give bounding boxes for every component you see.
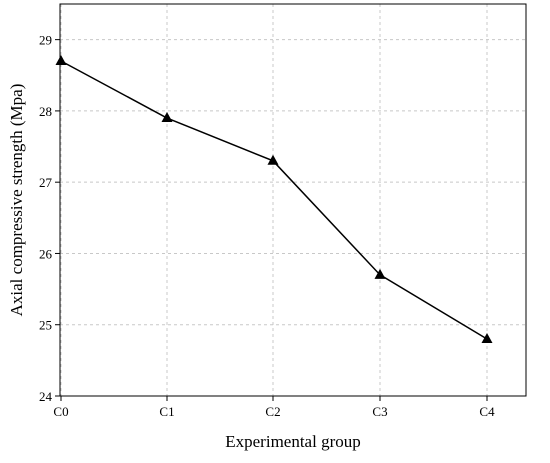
y-tick-label: 27 [39, 175, 53, 190]
data-point-marker [374, 268, 386, 279]
grid-lines [60, 4, 526, 397]
y-tick-label: 26 [39, 246, 53, 261]
data-point-marker [267, 154, 279, 165]
x-tick-label: C3 [372, 404, 387, 419]
series-line [60, 60, 488, 340]
x-tick-label: C1 [159, 404, 174, 419]
x-axis-ticks: C0 C1 C2 C3 C4 [53, 396, 495, 419]
plot-frame [59, 3, 527, 397]
y-tick-label: 29 [39, 33, 52, 48]
y-axis-ticks: 24 25 26 27 28 29 [39, 33, 60, 404]
y-tick-label: 28 [39, 104, 52, 119]
y-tick-label: 24 [39, 389, 53, 404]
x-tick-label: C4 [479, 404, 495, 419]
y-tick-label: 25 [39, 318, 52, 333]
data-point-marker [481, 332, 493, 343]
series-group [55, 55, 493, 343]
y-axis-label: Axial compressive strength (Mpa) [7, 84, 26, 317]
x-tick-label: C0 [53, 404, 68, 419]
x-tick-label: C2 [265, 404, 280, 419]
data-point-marker [55, 55, 67, 66]
x-axis-label: Experimental group [225, 432, 361, 451]
data-point-marker [161, 112, 173, 123]
